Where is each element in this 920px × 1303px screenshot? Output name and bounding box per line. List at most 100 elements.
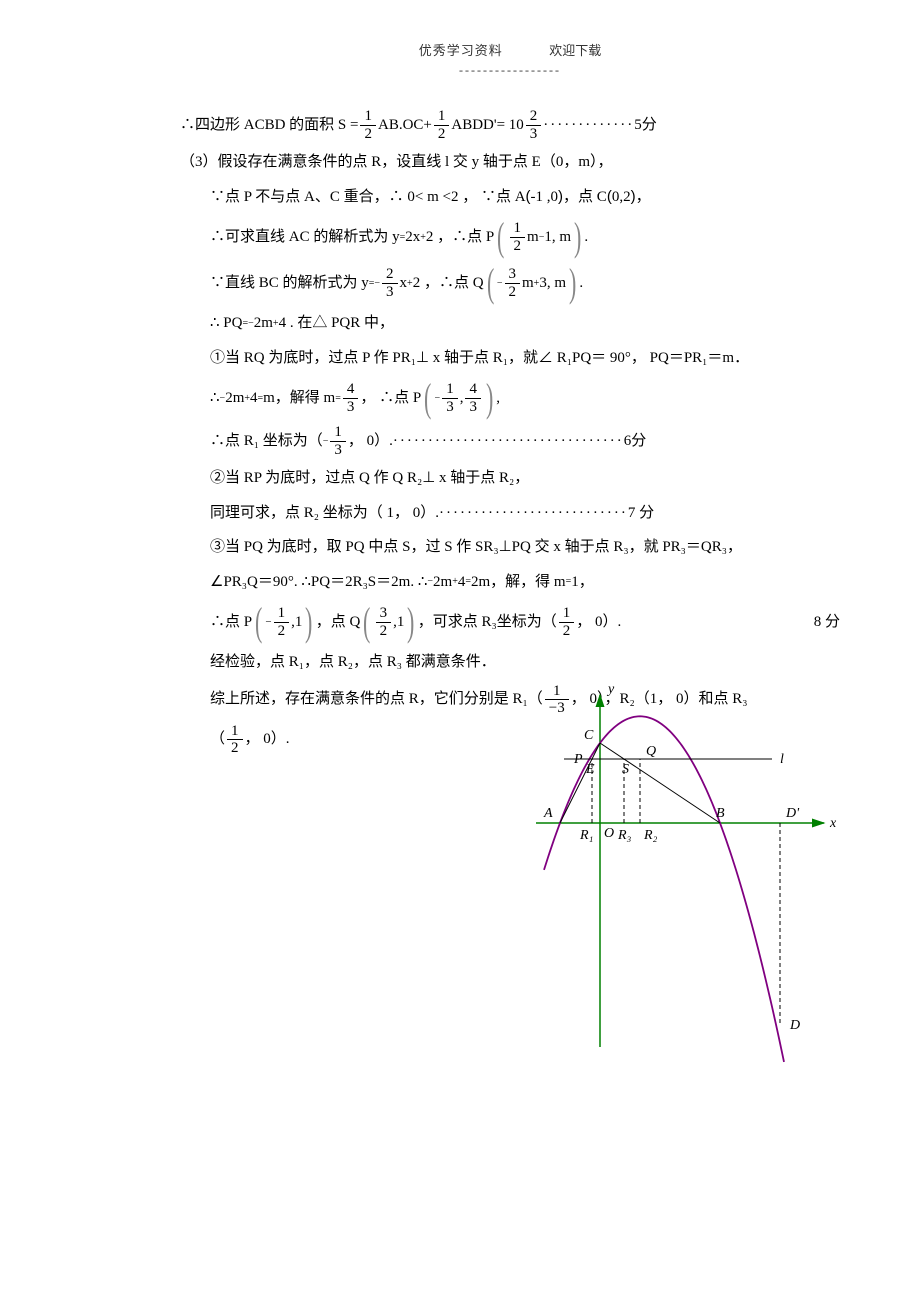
big-paren: ( bbox=[424, 378, 431, 418]
text: 2m bbox=[433, 568, 452, 597]
text-line: ∵点 P 不与点 A、C 重合，∴ 0< m <2 ， ∵点 A ( -1 ,0… bbox=[180, 183, 840, 212]
text-line: ③当 PQ 为底时，取 PQ 中点 S，过 S 作 SR₃⊥PQ 交 x 轴于点… bbox=[180, 533, 840, 562]
svg-text:l: l bbox=[780, 752, 784, 767]
text: 2 ，∴点 Q bbox=[413, 269, 484, 298]
text: ，点 Q bbox=[316, 608, 361, 637]
fraction: 32 bbox=[376, 605, 392, 639]
sub-neg: − bbox=[323, 432, 329, 451]
text: 2x bbox=[405, 223, 420, 252]
score: 6分 bbox=[624, 427, 647, 456]
big-paren: ) bbox=[486, 378, 493, 418]
text: ∴点 R₁ 坐标为（ bbox=[210, 427, 323, 456]
fraction: 13 bbox=[442, 381, 458, 415]
dots: ································· bbox=[393, 427, 624, 456]
text: 2 ，∴点 P bbox=[426, 223, 494, 252]
svg-text:Q: Q bbox=[646, 744, 656, 759]
text: m，解得 m bbox=[263, 384, 335, 413]
text: ，可求点 R₃坐标为（ bbox=[418, 608, 557, 637]
text: . bbox=[584, 223, 588, 252]
text: 4 . 在△ PQR 中， bbox=[279, 309, 394, 338]
text: ∴四边形 ACBD 的面积 S = bbox=[180, 111, 358, 140]
text: -1 ,0 bbox=[531, 183, 559, 212]
text: , bbox=[496, 384, 500, 413]
sub-neg: − bbox=[497, 274, 503, 293]
score: 5分 bbox=[634, 111, 657, 140]
big-paren: ) bbox=[407, 602, 414, 642]
header-right: 欢迎下载 bbox=[549, 43, 601, 58]
equation-line: ∴点 P ( − 12 ,1 ) ，点 Q ( 32 ,1 ) ，可求点 R₃坐… bbox=[180, 602, 840, 642]
dots: ············· bbox=[543, 111, 634, 140]
text: m bbox=[527, 223, 539, 252]
svg-text:y: y bbox=[606, 682, 615, 697]
fraction: 12 bbox=[510, 220, 526, 254]
dots: ··························· bbox=[439, 499, 628, 528]
text: 2m，解，得 m bbox=[471, 568, 566, 597]
svg-text:x: x bbox=[829, 816, 837, 831]
text: 4 bbox=[458, 568, 466, 597]
fraction: 43 bbox=[465, 381, 481, 415]
score: 7 分 bbox=[628, 499, 654, 528]
fraction: 12 bbox=[274, 605, 290, 639]
equation-line: ∵直线 BC 的解析式为 y = − 23 x + 2 ，∴点 Q ( − 32… bbox=[180, 263, 840, 303]
page-header: 优秀学习资料 欢迎下载 bbox=[180, 40, 840, 59]
big-paren: ) bbox=[305, 602, 312, 642]
svg-text:R₂: R₂ bbox=[643, 828, 658, 843]
big-paren: ( bbox=[255, 602, 262, 642]
text: 1, m bbox=[544, 223, 571, 252]
text: ABDD'= 10 bbox=[451, 111, 523, 140]
fraction: 43 bbox=[343, 381, 359, 415]
header-dash: ----------------- bbox=[180, 63, 840, 78]
text: , bbox=[460, 384, 464, 413]
equation-area: ∴四边形 ACBD 的面积 S = 12 AB.OC+ 12 ABDD'= 10… bbox=[180, 108, 840, 142]
score: 8 分 bbox=[814, 608, 840, 637]
text-line: ②当 RP 为底时，过点 Q 作 Q R₂⊥ x 轴于点 R₂， bbox=[180, 464, 840, 493]
svg-text:D': D' bbox=[785, 806, 800, 821]
big-paren: ( bbox=[363, 602, 370, 642]
sub-eq: = bbox=[335, 389, 341, 408]
sub-neg: − bbox=[374, 274, 380, 293]
svg-text:P: P bbox=[573, 752, 583, 767]
fraction: 12 bbox=[360, 108, 376, 142]
sub-neg: − bbox=[435, 389, 441, 408]
big-paren: ( bbox=[487, 263, 494, 303]
svg-text:S: S bbox=[622, 762, 629, 777]
text-line: ①当 RQ 为底时，过点 P 作 PR₁⊥ x 轴于点 R₁，就∠ R₁PQ＝ … bbox=[180, 344, 840, 373]
equation-line: ∴点 R₁ 坐标为（ − 13 ， 0）. ··················… bbox=[180, 424, 840, 458]
fraction: 32 bbox=[505, 266, 521, 300]
text: AB.OC+ bbox=[378, 111, 432, 140]
text: 2m bbox=[225, 384, 244, 413]
svg-text:O: O bbox=[604, 826, 614, 841]
text-line: 同理可求，点 R₂ 坐标为（ 1， 0）. ··················… bbox=[180, 499, 840, 528]
text: ,1 bbox=[291, 608, 302, 637]
header-left: 优秀学习资料 bbox=[419, 43, 503, 58]
equation-line: ∴ − 2m + 4 = m，解得 m = 43 ， ∴点 P ( − 13 ,… bbox=[180, 378, 840, 418]
text: ， 0）. bbox=[348, 427, 393, 456]
text: 同理可求，点 R₂ 坐标为（ 1， 0）. bbox=[210, 499, 439, 528]
svg-text:R₁: R₁ bbox=[579, 828, 593, 843]
text: ∴可求直线 AC 的解析式为 y bbox=[210, 223, 400, 252]
text: ， 0）. bbox=[245, 725, 290, 754]
text: 4 bbox=[250, 384, 258, 413]
text: ∵点 P 不与点 A、C 重合，∴ 0< m <2 ， ∵点 A bbox=[210, 183, 526, 212]
text: （ bbox=[210, 725, 225, 754]
parabola-diagram: yxCPQESlABD'OR₁R₃R₂D bbox=[510, 683, 850, 1063]
chart-svg: yxCPQESlABD'OR₁R₃R₂D bbox=[510, 683, 850, 1063]
text: ， ∴点 P bbox=[360, 384, 421, 413]
svg-text:B: B bbox=[716, 806, 725, 821]
equation-line: ∠PR₃Q＝90°. ∴PQ＝2R₃S＝2m. ∴ − 2m + 4 = 2m，… bbox=[180, 568, 840, 597]
equation-line: ∴ PQ = − 2m + 4 . 在△ PQR 中， bbox=[180, 309, 840, 338]
fraction: 12 bbox=[434, 108, 450, 142]
text: ∵直线 BC 的解析式为 y bbox=[210, 269, 369, 298]
text-line: 经检验，点 R₁，点 R₂，点 R₃ 都满意条件． bbox=[180, 648, 840, 677]
text: ∴ bbox=[210, 384, 220, 413]
text: 3, m bbox=[539, 269, 566, 298]
text: ∠PR₃Q＝90°. ∴PQ＝2R₃S＝2m. ∴ bbox=[210, 568, 427, 597]
text: m bbox=[522, 269, 534, 298]
text: 综上所述，存在满意条件的点 R，它们分别是 R₁（ bbox=[210, 685, 543, 714]
fraction: 23 bbox=[382, 266, 398, 300]
text: ,1 bbox=[393, 608, 404, 637]
text: 0,2 bbox=[612, 183, 631, 212]
equation-line: ∴可求直线 AC 的解析式为 y = 2x + 2 ，∴点 P ( 12 m −… bbox=[180, 217, 840, 257]
svg-text:D: D bbox=[789, 1018, 800, 1033]
text: ， 0）. bbox=[576, 608, 621, 637]
